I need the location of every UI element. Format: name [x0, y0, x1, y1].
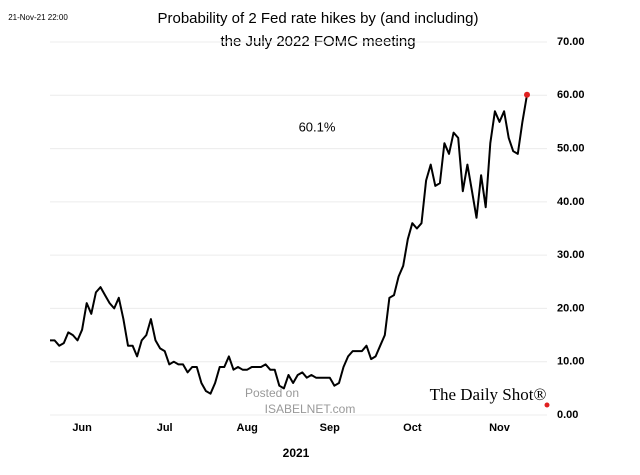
y-tick-label: 60.00 — [557, 89, 585, 101]
y-tick-label: 30.00 — [557, 249, 585, 261]
annotation: 60.1% — [299, 119, 336, 134]
y-tick-label: 70.00 — [557, 36, 585, 48]
chart-title: Probability of 2 Fed rate hikes by (and … — [157, 10, 478, 27]
axis-origin-dot — [544, 402, 550, 408]
x-axis-label: 2021 — [283, 446, 310, 460]
x-tick-label: Jul — [157, 422, 173, 434]
y-tick-label: 40.00 — [557, 196, 585, 208]
x-tick-label: Nov — [489, 422, 511, 434]
watermark: Posted on — [245, 386, 299, 400]
timestamp: 21-Nov-21 22:00 — [8, 13, 68, 22]
x-tick-label: Aug — [237, 422, 258, 434]
source-logo: The Daily Shot® — [430, 385, 547, 404]
line — [50, 94, 528, 395]
chart-title: the July 2022 FOMC meeting — [220, 33, 415, 50]
watermark: ISABELNET.com — [265, 402, 356, 416]
x-tick-label: Sep — [320, 422, 340, 434]
x-tick-label: Jun — [72, 422, 92, 434]
y-tick-label: 20.00 — [557, 302, 585, 314]
y-tick-label: 0.00 — [557, 409, 578, 421]
y-tick-label: 50.00 — [557, 142, 585, 154]
last-point — [524, 91, 530, 98]
y-tick-label: 10.00 — [557, 356, 585, 368]
x-tick-label: Oct — [403, 422, 422, 434]
